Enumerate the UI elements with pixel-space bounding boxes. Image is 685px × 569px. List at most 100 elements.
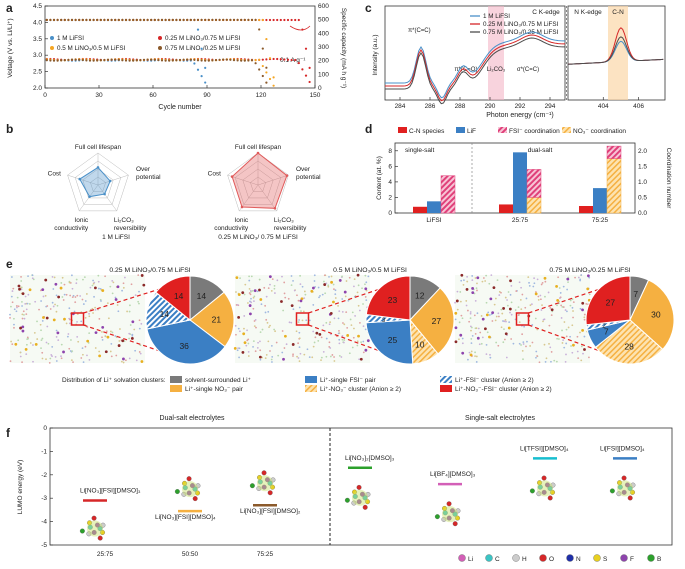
e-legend-swatch [305,385,317,392]
ion-dot [299,299,303,303]
molecule-dot [82,278,84,281]
molecule-dot [111,279,114,282]
molecule-dot [519,298,522,301]
molecule-dot [558,287,561,289]
a-voltage-point [225,58,228,61]
molecule-dot [487,311,490,314]
molecule-dot [556,304,558,307]
a-voltage-point [272,84,275,87]
molecule-dot [46,305,49,307]
atom-legend-label: S [603,556,608,563]
molecule-dot [348,276,351,279]
molecule-dot [94,308,97,311]
molecule-atom [630,489,635,495]
molecule-dot [553,359,556,362]
d-ytick-label: 2 [388,194,392,201]
molecule-atom [621,489,627,495]
panel-a-chart: Voltage (V vs. Li/Li⁺) Specific capacity… [7,3,347,111]
a-voltage-point [171,59,174,62]
molecule-atom [359,491,365,497]
e-legend-label: solvent-surrounded Li⁺ [185,377,252,384]
a-series [45,18,275,87]
molecule-dot [86,354,88,357]
lumo-level-label: Li[NO₃][FSI][DMSO]₂ [240,508,301,515]
molecule-dot [460,314,463,317]
molecule-dot [327,284,330,287]
pie-slice-label: 27 [432,316,442,326]
f-xtick-label: 75:25 [257,551,274,558]
molecule-dot [55,336,58,338]
a-voltage-point [110,58,113,61]
a-voltage-point [258,68,261,71]
ion-dot [312,286,315,290]
molecule-dot [572,310,574,312]
ion-dot [241,291,245,295]
molecule-dot [456,308,459,311]
pie-slice-label: 14 [197,291,207,301]
molecule-dot [364,328,367,331]
molecule-dot [138,351,141,353]
pie-slice [146,319,226,365]
ion-dot [555,284,558,288]
molecule-dot [541,282,544,284]
molecule-dot [525,345,527,348]
molecule-dot [488,314,491,316]
molecule-dot [100,300,102,302]
molecule-dot [480,342,483,345]
molecule-dot [548,324,551,327]
molecule-dot [580,359,583,362]
molecule-dot [313,274,316,277]
d-xtick-label: 25:75 [512,217,529,224]
molecule-dot [112,281,115,284]
molecule-dot [19,351,22,354]
a-capacity-point [171,18,174,21]
molecule-dot [101,336,103,339]
molecule-dot [287,297,290,300]
molecule-dot [485,343,488,346]
ion-dot [44,278,48,282]
molecule-dot [16,296,19,299]
molecule-dot [123,276,126,279]
molecule-dot [322,351,325,353]
molecule-atom [97,526,103,531]
molecule-dot [269,324,271,327]
molecule-dot [98,317,101,320]
a-capacity-point [132,18,135,21]
zoom-box [70,312,85,326]
a-voltage-point [236,59,239,62]
molecule-dot [488,282,491,285]
molecule-dot [348,352,351,355]
molecule-dot [574,276,576,279]
molecule-dot [139,352,142,355]
a-capacity-point [268,18,272,22]
a-legend-label: 1 M LiFSI [57,35,84,42]
a-capacity-point [236,18,239,21]
a-capacity-point [164,18,167,21]
radar-grid [234,160,282,205]
a-xtick-label: 120 [256,92,267,99]
a-voltage-point [52,59,56,62]
molecule-dot [40,300,42,302]
molecule-dot [304,293,307,296]
molecule-dot [104,335,107,337]
molecule-dot [258,278,261,281]
molecule-dot [540,309,543,311]
molecule-dot [60,355,62,358]
molecule-dot [530,303,533,306]
ion-dot [338,279,342,282]
a-voltage-point [168,59,171,62]
ion-dot [581,308,584,312]
panel-label-a: a [6,1,13,15]
d-ytick-label: 0 [388,210,392,217]
molecule-dot [264,357,267,360]
a-capacity-point [265,66,268,69]
c-legend-label: 0.75 M LiNO₃/0.25 M LiFSI [483,29,559,36]
molecule-dot [104,275,107,278]
a-capacity-point [240,18,243,21]
ion-dot [259,298,263,301]
a-voltage-point [186,58,189,61]
a-capacity-point [92,18,95,21]
molecule-dot [74,301,77,304]
molecule-dot [563,346,566,349]
c-line-0 [384,31,566,99]
